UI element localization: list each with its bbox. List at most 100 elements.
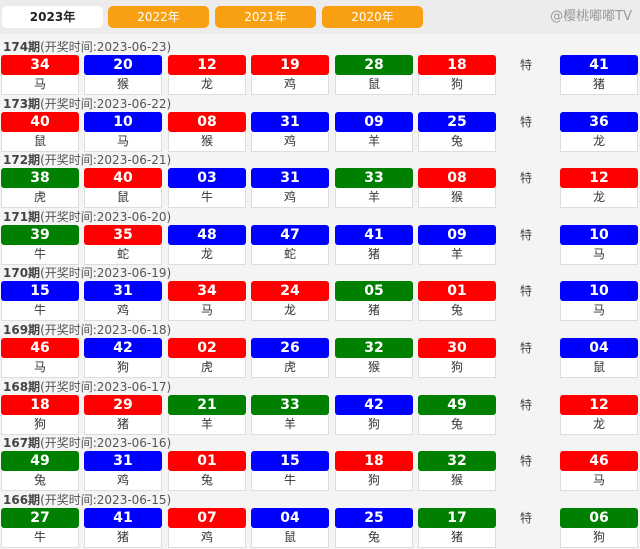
zodiac-label: 牛 <box>1 301 79 322</box>
zodiac-label: 羊 <box>168 414 246 435</box>
ball-number: 27 <box>1 507 79 528</box>
zodiac-label: 蛇 <box>251 244 329 265</box>
draw-time: (开奖时间:2023-06-23) <box>40 40 172 54</box>
ball-cell: 07 鸡 <box>168 507 246 548</box>
ball-cell: 24 龙 <box>251 281 329 322</box>
ball-cell: 35 蛇 <box>84 224 162 265</box>
zodiac-label: 猪 <box>560 75 638 95</box>
ball-number: 36 <box>560 111 638 132</box>
special-ball-cell: 12 龙 <box>560 168 638 209</box>
zodiac-label: 猴 <box>84 75 162 95</box>
zodiac-label: 鸡 <box>84 471 162 492</box>
ball-number: 03 <box>168 168 246 189</box>
zodiac-label: 鼠 <box>1 131 79 152</box>
ball-number: 01 <box>418 281 496 302</box>
ball-cell: 49 兔 <box>418 394 496 435</box>
zodiac-label: 龙 <box>560 414 638 435</box>
special-ball-cell: 04 鼠 <box>560 338 638 378</box>
year-tabs: 2023年 2022年 2021年 2020年 @樱桃嘟嘟TV <box>0 0 640 34</box>
ball-number: 30 <box>418 338 496 358</box>
ball-number: 25 <box>335 507 413 528</box>
ball-cell: 41 猪 <box>84 507 162 548</box>
zodiac-label: 龙 <box>168 75 246 95</box>
special-label: 特 <box>520 114 533 129</box>
ball-number: 06 <box>560 507 638 528</box>
zodiac-label: 马 <box>1 75 79 95</box>
ball-number: 38 <box>1 168 79 189</box>
draw-header: 173期(开奖时间:2023-06-22) <box>3 97 171 112</box>
ball-cell: 18 狗 <box>1 394 79 435</box>
zodiac-label: 鸡 <box>168 527 246 548</box>
ball-cell: 29 猪 <box>84 394 162 435</box>
special-label: 特 <box>520 284 533 299</box>
zodiac-label: 狗 <box>418 358 496 378</box>
zodiac-label: 马 <box>560 471 638 492</box>
issue-number: 169期 <box>3 323 41 337</box>
ball-cell: 31 鸡 <box>251 168 329 209</box>
zodiac-label: 猪 <box>335 244 413 265</box>
zodiac-label: 虎 <box>1 188 79 209</box>
ball-cell: 09 羊 <box>418 224 496 265</box>
draw-time: (开奖时间:2023-06-16) <box>40 436 172 451</box>
ball-cell: 02 虎 <box>168 338 246 378</box>
ball-cell: 10 马 <box>84 111 162 152</box>
draw-row: 173期(开奖时间:2023-06-22) 40 鼠 10 马 08 猴 31 鸡 09 羊 25 兔特… <box>0 97 640 153</box>
zodiac-label: 鸡 <box>251 75 329 95</box>
ball-number: 18 <box>335 451 413 472</box>
zodiac-label: 羊 <box>335 131 413 152</box>
tab-2022[interactable]: 2022年 <box>108 6 209 28</box>
draw-time: (开奖时间:2023-06-18) <box>40 323 172 337</box>
ball-number: 05 <box>335 281 413 302</box>
ball-number: 42 <box>84 338 162 358</box>
tab-2020[interactable]: 2020年 <box>322 6 423 28</box>
ball-number: 46 <box>1 338 79 358</box>
zodiac-label: 鸡 <box>251 131 329 152</box>
ball-cell: 15 牛 <box>1 281 79 322</box>
special-ball-cell: 10 马 <box>560 281 638 322</box>
ball-number: 28 <box>335 55 413 75</box>
ball-number: 10 <box>560 281 638 302</box>
watermark: @樱桃嘟嘟TV <box>550 9 632 24</box>
ball-cell: 42 狗 <box>335 394 413 435</box>
tab-2021[interactable]: 2021年 <box>215 6 316 28</box>
ball-number: 25 <box>418 111 496 132</box>
ball-cell: 25 兔 <box>335 507 413 548</box>
ball-number: 39 <box>1 224 79 245</box>
ball-number: 08 <box>418 168 496 189</box>
ball-number: 24 <box>251 281 329 302</box>
zodiac-label: 羊 <box>335 188 413 209</box>
issue-number: 174期 <box>3 40 41 54</box>
zodiac-label: 猪 <box>335 301 413 322</box>
ball-number: 41 <box>84 507 162 528</box>
draw-row: 167期(开奖时间:2023-06-16) 49 兔 31 鸡 01 兔 15 牛 18 狗 32 猴特… <box>0 436 640 492</box>
ball-number: 40 <box>84 168 162 189</box>
ball-cell: 33 羊 <box>335 168 413 209</box>
ball-cell: 18 狗 <box>335 451 413 492</box>
ball-number: 09 <box>335 111 413 132</box>
ball-number: 10 <box>560 224 638 245</box>
ball-cell: 47 蛇 <box>251 224 329 265</box>
ball-number: 35 <box>84 224 162 245</box>
issue-number: 167期 <box>3 436 41 451</box>
ball-cell: 28 鼠 <box>335 55 413 95</box>
draw-header: 174期(开奖时间:2023-06-23) <box>3 40 171 55</box>
tab-2023[interactable]: 2023年 <box>2 6 103 28</box>
ball-number: 31 <box>84 451 162 472</box>
ball-number: 49 <box>1 451 79 472</box>
zodiac-label: 羊 <box>418 244 496 265</box>
zodiac-label: 马 <box>1 358 79 378</box>
draw-time: (开奖时间:2023-06-21) <box>40 153 172 168</box>
ball-number: 33 <box>335 168 413 189</box>
special-label: 特 <box>520 454 533 469</box>
special-ball-cell: 12 龙 <box>560 394 638 435</box>
zodiac-label: 猪 <box>84 527 162 548</box>
zodiac-label: 鸡 <box>251 188 329 209</box>
special-label: 特 <box>520 171 533 186</box>
special-label: 特 <box>520 58 533 72</box>
zodiac-label: 虎 <box>251 358 329 378</box>
issue-number: 171期 <box>3 209 41 224</box>
ball-cell: 31 鸡 <box>84 451 162 492</box>
ball-cell: 26 虎 <box>251 338 329 378</box>
draw-row: 171期(开奖时间:2023-06-20) 39 牛 35 蛇 48 龙 47 蛇 41 猪 09 羊特… <box>0 210 640 266</box>
ball-number: 41 <box>560 55 638 75</box>
